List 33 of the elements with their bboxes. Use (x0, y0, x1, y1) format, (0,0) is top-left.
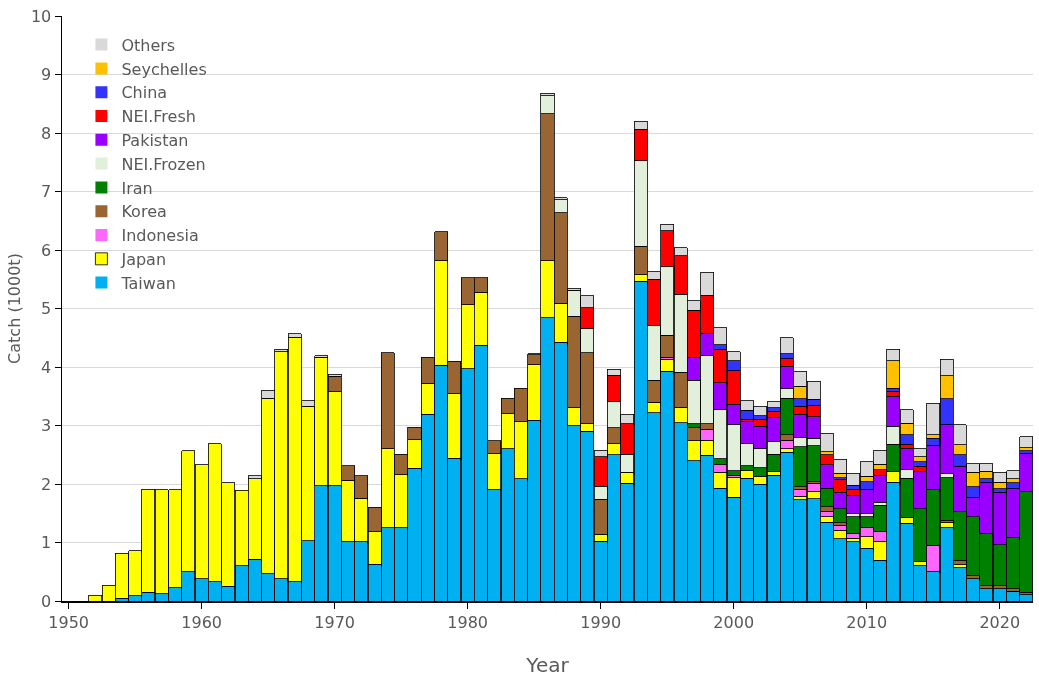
legend-label: Iran (121, 178, 153, 198)
y-tick-label: 1 (41, 533, 52, 553)
x-tick-label: 1960 (181, 612, 223, 632)
y-tick-label: 5 (41, 299, 52, 319)
legend-label: Indonesia (121, 226, 199, 246)
x-tick-label: 1980 (447, 612, 489, 632)
x-tick-label: 1950 (48, 612, 90, 632)
y-tick-label: 10 (30, 6, 52, 26)
x-tick-label: 1990 (580, 612, 622, 632)
legend-label: NEI.Frozen (121, 154, 206, 174)
y-tick-label: 4 (41, 357, 52, 377)
legend-label: Pakistan (121, 131, 189, 151)
x-axis-title: Year (525, 652, 570, 677)
bar (1019, 436, 1033, 449)
x-tick-label: 2000 (713, 612, 755, 632)
y-tick-label: 9 (41, 65, 52, 85)
x-tick-label: 2010 (846, 612, 888, 632)
x-tick-label: 1970 (314, 612, 356, 632)
y-tick-label: 2 (41, 474, 52, 494)
legend-label: China (121, 83, 168, 103)
y-tick-label: 7 (41, 182, 52, 202)
legend-label: Others (121, 35, 176, 55)
y-tick-label: 8 (41, 123, 52, 143)
y-tick-label: 0 (41, 591, 52, 611)
legend-label: Japan (120, 250, 167, 270)
legend-label: Taiwan (120, 273, 176, 293)
y-tick-label: 6 (41, 240, 52, 260)
y-tick-label: 3 (41, 416, 52, 436)
legend-label: Seychelles (121, 59, 207, 79)
y-axis-title: Catch (1000t) (4, 253, 24, 364)
x-tick-label: 2020 (979, 612, 1021, 632)
legend-label: Korea (121, 202, 167, 222)
legend-label: NEI.Fresh (121, 107, 196, 127)
